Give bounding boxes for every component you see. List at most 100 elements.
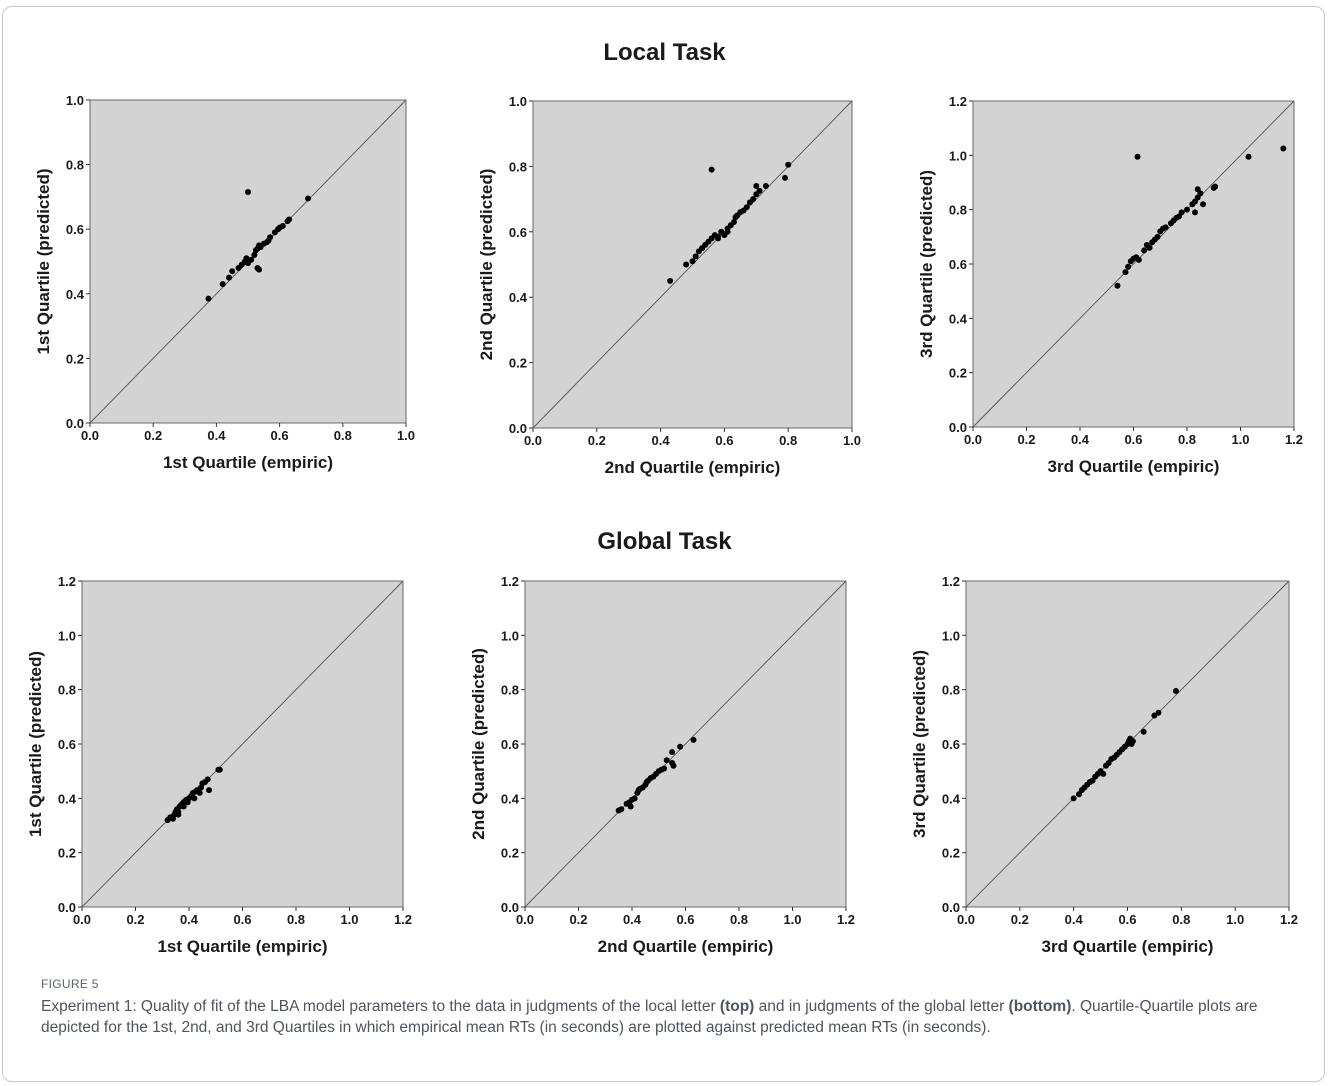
data-point <box>1178 209 1185 216</box>
x-tick-label: 0.0 <box>957 912 975 927</box>
data-point <box>248 256 255 263</box>
y-tick-label: 0.4 <box>58 791 77 806</box>
x-tick-label: 0.4 <box>1071 432 1090 447</box>
x-tick-label: 0.2 <box>1017 432 1035 447</box>
y-tick-label: 0.4 <box>949 311 968 326</box>
y-tick-label: 0.0 <box>501 900 519 915</box>
data-point <box>256 266 263 273</box>
y-tick-label: 0.8 <box>949 203 967 218</box>
plot-border <box>89 99 407 424</box>
data-point <box>204 776 211 783</box>
plot-global-q1: 0.0 0.2 0.4 0.6 0.8 1.0 1.2 0.0 0.2 0.4 0.6 0.8 1.0 1… <box>26 574 412 956</box>
figure-caption: Experiment 1: Quality of fit of the LBA … <box>41 996 1291 1038</box>
data-point <box>1100 770 1107 777</box>
data-point <box>243 255 250 262</box>
y-tick-label: 0.0 <box>949 420 967 435</box>
plot-global-q3: 0.0 0.2 0.4 0.6 0.8 1.0 1.2 0.0 0.2 0.4 0.6 0.8 1.0 1… <box>910 574 1298 956</box>
data-point <box>1162 224 1169 231</box>
data-point <box>663 757 670 764</box>
data-point <box>730 218 737 225</box>
y-tick-label: 0.6 <box>501 737 519 752</box>
data-point <box>1280 145 1287 152</box>
x-tick-label: 1.2 <box>1280 912 1298 927</box>
data-point <box>631 795 638 802</box>
local-task-title: Local Task <box>603 39 726 66</box>
caption-top: (top) <box>719 998 755 1015</box>
x-tick-label: 1.2 <box>837 912 855 927</box>
x-tick-label: 1.0 <box>1231 432 1249 447</box>
x-tick-label: 0.6 <box>676 912 694 927</box>
y-tick-label: 0.0 <box>942 900 960 915</box>
data-point <box>782 174 789 181</box>
x-tick-label: 0.8 <box>287 912 305 927</box>
data-point <box>191 795 198 802</box>
x-tick-label: 0.4 <box>180 912 199 927</box>
y-tick-label: 0.8 <box>58 683 76 698</box>
y-axis-label: 3rd Quartile (predicted) <box>910 650 929 838</box>
data-point <box>677 743 684 750</box>
data-point <box>1154 233 1161 240</box>
data-point <box>669 749 676 756</box>
data-point <box>1192 209 1199 216</box>
x-axis-label: 1st Quartile (empiric) <box>157 937 327 956</box>
data-point <box>715 235 722 242</box>
identity-line <box>532 100 853 429</box>
data-point <box>1134 153 1141 160</box>
data-point <box>1141 247 1148 254</box>
x-tick-label: 0.8 <box>730 912 748 927</box>
data-point <box>785 161 792 168</box>
x-tick-label: 0.4 <box>652 433 671 448</box>
data-point <box>245 189 251 196</box>
data-point <box>692 253 699 260</box>
data-point <box>1125 263 1132 270</box>
x-tick-label: 0.8 <box>1178 432 1196 447</box>
y-tick-label: 0.6 <box>509 225 527 240</box>
data-point <box>627 803 634 810</box>
x-tick-label: 0.8 <box>334 428 352 443</box>
y-tick-label: 0.2 <box>501 846 519 861</box>
data-point <box>229 268 236 275</box>
x-tick-label: 1.0 <box>1226 912 1244 927</box>
y-tick-label: 0.8 <box>501 683 519 698</box>
y-tick-label: 1.0 <box>509 94 527 109</box>
y-tick-label: 0.4 <box>509 290 528 305</box>
x-tick-label: 0.2 <box>126 912 144 927</box>
plot-local-q2: 0.0 0.2 0.4 0.6 0.8 1.0 0.0 0.2 0.4 0.6 0.8 1.0 2nd … <box>477 94 861 477</box>
identity-line <box>524 580 847 908</box>
data-point <box>206 787 213 794</box>
y-tick-label: 1.2 <box>58 574 76 589</box>
x-tick-label: 0.0 <box>81 428 99 443</box>
y-tick-label: 1.2 <box>501 574 519 589</box>
x-tick-label: 1.0 <box>783 912 801 927</box>
data-point <box>1172 688 1179 695</box>
y-tick-label: 1.0 <box>942 628 960 643</box>
data-point <box>1194 186 1201 193</box>
x-tick-label: 0.0 <box>516 912 534 927</box>
y-tick-label: 0.8 <box>66 158 84 173</box>
x-axis-label: 2nd Quartile (empiric) <box>605 458 781 477</box>
data-point <box>708 166 715 173</box>
y-tick-label: 1.0 <box>501 628 519 643</box>
x-tick-label: 0.2 <box>144 428 162 443</box>
caption-part2: and in judgments of the global letter <box>754 998 1009 1015</box>
data-point <box>216 766 223 773</box>
y-tick-label: 0.4 <box>66 287 85 302</box>
data-point <box>618 806 625 813</box>
identity-line <box>972 100 1295 428</box>
data-point <box>251 252 258 259</box>
caption-bottom: (bottom) <box>1008 998 1072 1015</box>
x-tick-label: 0.6 <box>1124 432 1142 447</box>
data-point <box>689 258 696 265</box>
data-point <box>205 295 212 302</box>
data-point <box>1114 282 1121 289</box>
y-axis-label: 1st Quartile (predicted) <box>34 168 53 354</box>
x-axis-label: 3rd Quartile (empiric) <box>1048 457 1220 476</box>
data-point <box>1135 256 1142 263</box>
data-point <box>219 281 226 288</box>
data-point <box>724 228 731 235</box>
plot-border <box>532 100 853 429</box>
data-point <box>196 789 203 796</box>
data-point <box>286 216 293 223</box>
y-tick-label: 0.0 <box>58 900 76 915</box>
